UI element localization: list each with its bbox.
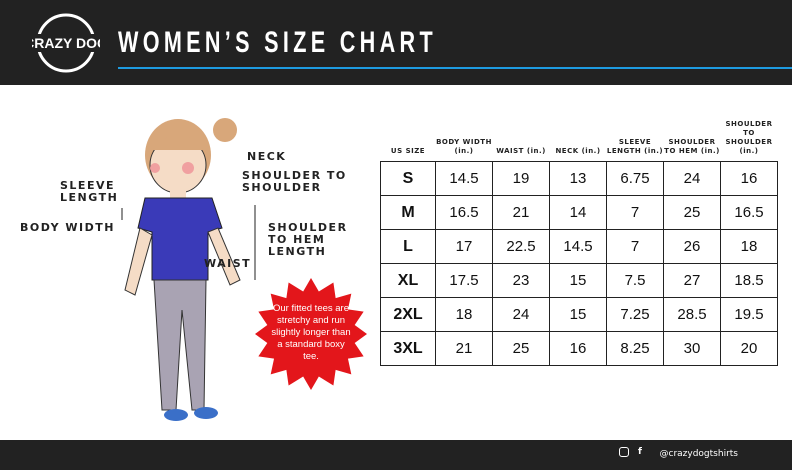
table-row: 3XL 21 25 16 8.25 30 20	[380, 331, 778, 366]
value-cell: 24	[663, 161, 721, 196]
column-header: US SIZE	[390, 147, 426, 155]
footer: f @crazydogtshirts	[0, 440, 792, 470]
column-header: SHOULDER TO HEM (in.)	[664, 138, 720, 155]
value-cell: 23	[492, 263, 550, 298]
value-cell: 15	[549, 297, 607, 332]
table-row: XL 17.5 23 15 7.5 27 18.5	[380, 263, 778, 298]
starburst-badge	[255, 278, 367, 390]
value-cell: 27	[663, 263, 721, 298]
size-cell: M	[380, 195, 436, 230]
value-cell: 7.25	[606, 297, 664, 332]
value-cell: 8.25	[606, 331, 664, 366]
label-waist: WAIST	[204, 257, 252, 270]
value-cell: 18	[435, 297, 493, 332]
facebook-icon[interactable]: f	[638, 447, 642, 457]
value-cell: 30	[663, 331, 721, 366]
value-cell: 16	[549, 331, 607, 366]
woman-illustration	[121, 118, 256, 421]
svg-text:CRAZY DOG: CRAZY DOG	[32, 35, 100, 51]
value-cell: 16.5	[435, 195, 493, 230]
value-cell: 7	[606, 229, 664, 264]
size-cell: XL	[380, 263, 436, 298]
value-cell: 14.5	[549, 229, 607, 264]
value-cell: 22.5	[492, 229, 550, 264]
table-row: S 14.5 19 13 6.75 24 16	[380, 161, 778, 196]
value-cell: 6.75	[606, 161, 664, 196]
column-header: SLEEVE LENGTH (in.)	[606, 138, 664, 155]
title-underline	[118, 67, 792, 69]
value-cell: 17	[435, 229, 493, 264]
value-cell: 25	[492, 331, 550, 366]
value-cell: 18.5	[720, 263, 778, 298]
column-header: SHOULDER TO SHOULDER (in.)	[725, 120, 773, 155]
label-sleeve-length: SLEEVE LENGTH	[60, 179, 119, 204]
column-header: BODY WIDTH (in.)	[436, 138, 492, 155]
value-cell: 7.5	[606, 263, 664, 298]
social-handle[interactable]: @crazydogtshirts	[659, 449, 739, 459]
column-header: NECK (in.)	[555, 147, 601, 155]
size-table: US SIZE BODY WIDTH (in.) WAIST (in.) NECK (…	[380, 120, 778, 366]
value-cell: 14.5	[435, 161, 493, 196]
crazy-dog-logo: CRAZY DOG	[32, 13, 100, 73]
value-cell: 16.5	[720, 195, 778, 230]
table-row: M 16.5 21 14 7 25 16.5	[380, 195, 778, 230]
value-cell: 13	[549, 161, 607, 196]
value-cell: 17.5	[435, 263, 493, 298]
table-row: 2XL 18 24 15 7.25 28.5 19.5	[380, 297, 778, 332]
value-cell: 14	[549, 195, 607, 230]
value-cell: 16	[720, 161, 778, 196]
value-cell: 20	[720, 331, 778, 366]
size-cell: S	[380, 161, 436, 196]
label-shoulder-to-shoulder: SHOULDER TO SHOULDER	[242, 169, 347, 194]
header: CRAZY DOG WOMEN’S SIZE CHART	[0, 0, 792, 85]
table-row: L 17 22.5 14.5 7 26 18	[380, 229, 778, 264]
value-cell: 26	[663, 229, 721, 264]
value-cell: 18	[720, 229, 778, 264]
label-shoulder-to-hem: SHOULDER TO HEM LENGTH	[268, 221, 348, 258]
value-cell: 28.5	[663, 297, 721, 332]
value-cell: 21	[435, 331, 493, 366]
label-neck: NECK	[247, 150, 287, 163]
value-cell: 25	[663, 195, 721, 230]
size-cell: 3XL	[380, 331, 436, 366]
size-cell: L	[380, 229, 436, 264]
value-cell: 21	[492, 195, 550, 230]
instagram-icon[interactable]	[619, 447, 629, 457]
label-body-width: BODY WIDTH	[20, 221, 115, 234]
size-cell: 2XL	[380, 297, 436, 332]
value-cell: 19	[492, 161, 550, 196]
column-header: WAIST (in.)	[496, 147, 546, 155]
value-cell: 15	[549, 263, 607, 298]
value-cell: 7	[606, 195, 664, 230]
badge-text: Our fitted tees are stretchy and run sli…	[271, 303, 351, 362]
value-cell: 24	[492, 297, 550, 332]
value-cell: 19.5	[720, 297, 778, 332]
page-title: WOMEN’S SIZE CHART	[118, 26, 437, 59]
